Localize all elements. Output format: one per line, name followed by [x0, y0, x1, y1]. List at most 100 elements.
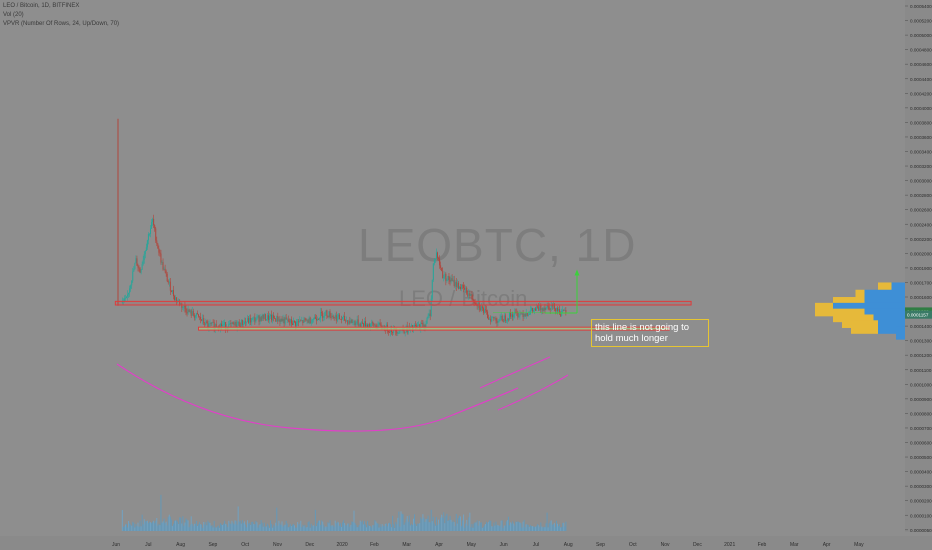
candle-body — [313, 317, 315, 320]
candle-body — [464, 287, 466, 290]
volume-bar — [405, 519, 407, 531]
candle-body — [146, 240, 148, 248]
candle-body — [531, 307, 533, 312]
candle-body — [259, 317, 261, 322]
candle-body — [287, 319, 289, 322]
candle-body — [344, 316, 346, 321]
candle-body — [470, 293, 472, 296]
candle-body — [214, 324, 216, 329]
volume-bar — [402, 514, 404, 531]
candle-body — [224, 322, 226, 325]
volume-bar — [500, 520, 502, 531]
candle-body — [375, 325, 377, 328]
candle-body — [258, 315, 260, 322]
candle-body — [168, 281, 170, 283]
x-tick-label: 2020 — [337, 542, 348, 548]
volume-bar — [248, 523, 250, 531]
volume-bar — [495, 521, 497, 531]
volume-bar — [482, 526, 484, 531]
symbol-line[interactable]: LEO / Bitcoin, 1D, BITFINEX — [3, 3, 80, 9]
support-zone — [198, 326, 670, 331]
volume-bar — [529, 525, 531, 531]
volume-bar — [518, 522, 520, 531]
candle-body — [311, 319, 313, 323]
candle-body — [210, 323, 212, 324]
volume-bar — [238, 521, 240, 531]
volume-bar — [349, 527, 351, 531]
volume-bar — [279, 523, 281, 531]
candle-body — [536, 306, 538, 311]
candle-body — [319, 318, 321, 320]
volume-bar — [327, 522, 329, 531]
candle-body — [462, 284, 464, 286]
candle-body — [234, 322, 236, 325]
volume-bar — [362, 524, 364, 531]
candle-body — [345, 320, 347, 322]
candle-body — [550, 304, 552, 310]
volume-bar — [320, 524, 322, 531]
volume-bar — [479, 522, 481, 531]
candle-body — [143, 254, 145, 260]
candle-body — [323, 316, 325, 318]
candle-body — [243, 321, 245, 325]
volume-bar — [534, 526, 536, 531]
y-tick-label: 0.0000400 — [910, 470, 932, 475]
volume-bar — [548, 523, 550, 531]
volume-indicator-line[interactable]: Vol (20) — [3, 12, 24, 18]
volume-bar — [265, 526, 267, 531]
volume-bar — [286, 523, 288, 531]
volume-bar — [522, 521, 524, 531]
volume-bar — [415, 523, 417, 531]
candle-body — [398, 332, 400, 334]
volume-bar — [549, 521, 551, 531]
candle-body — [524, 313, 526, 317]
candle-body — [273, 315, 275, 319]
volume-bar — [266, 523, 268, 531]
x-tick-label: Jun — [112, 542, 120, 548]
candle-body — [430, 298, 432, 317]
y-tick-label: 0.0004200 — [910, 91, 932, 96]
volume-bar — [249, 522, 251, 531]
volume-bar — [208, 522, 210, 531]
candle-body — [431, 279, 433, 299]
y-tick-label: 0.0001700 — [910, 280, 932, 285]
candle-body — [551, 304, 553, 307]
candle-body — [192, 311, 194, 316]
candle-body — [290, 319, 292, 324]
candle-body — [506, 318, 508, 321]
volume-bar — [262, 526, 264, 531]
candle-body — [308, 317, 310, 323]
volume-bar — [505, 521, 507, 531]
volume-bar — [444, 523, 446, 531]
candle-body — [127, 294, 129, 297]
vpvr-up-bar — [896, 326, 905, 340]
volume-bar — [428, 522, 430, 531]
volume-bar — [432, 516, 434, 531]
candle-body — [261, 314, 263, 321]
x-tick-label: Dec — [305, 542, 314, 548]
volume-bar — [157, 525, 159, 531]
vpvr-indicator-line[interactable]: VPVR (Number Of Rows, 24, Up/Down, 70) — [3, 21, 120, 27]
candle-body — [392, 332, 394, 333]
candle-body — [495, 318, 497, 321]
volume-bar — [288, 526, 290, 531]
candle-body — [246, 321, 248, 323]
candle-body — [565, 310, 567, 314]
candle-body — [145, 247, 147, 251]
volume-bar — [562, 522, 564, 531]
volume-bar — [277, 525, 279, 531]
volume-bar — [412, 518, 414, 531]
x-tick-label: May — [467, 542, 477, 548]
candle-body — [544, 307, 546, 311]
candle-body — [196, 313, 198, 315]
annotation-note[interactable]: this line is not going to hold much long… — [591, 319, 709, 347]
volume-bar — [193, 523, 195, 531]
volume-bar — [440, 517, 442, 531]
volume-bar — [510, 522, 512, 531]
candle-body — [158, 248, 160, 253]
candle-body — [307, 320, 309, 323]
candle-body — [229, 323, 231, 325]
candle-body — [503, 315, 505, 322]
candle-body — [153, 218, 155, 226]
